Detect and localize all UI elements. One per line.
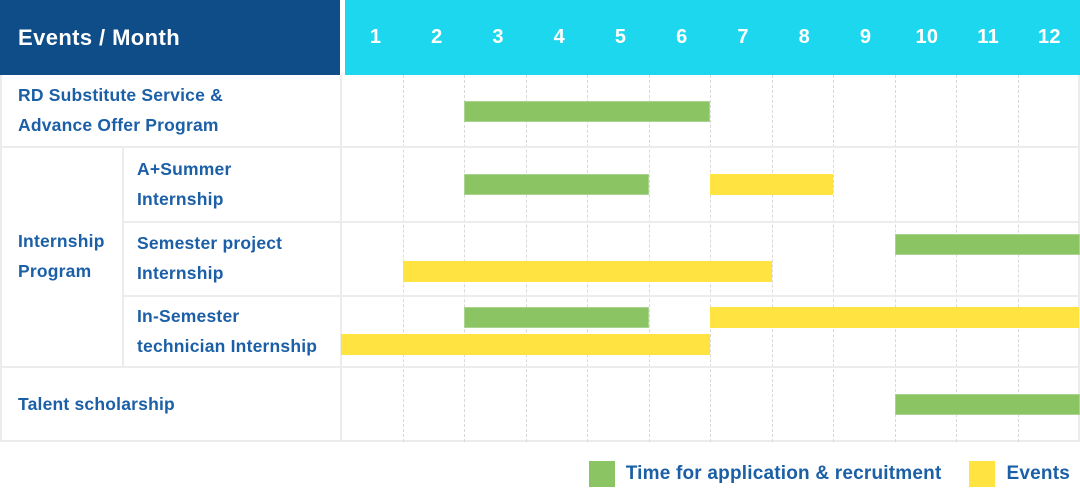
group-sublabel-divider [122,147,124,367]
gridline-month-11 [956,75,957,442]
row-label-in-semester-technician-internship: In-Semester technician Internship [137,305,318,356]
gridline-month-8 [772,75,773,442]
legend-events-label: Events [1006,463,1070,484]
month-header-5: 5 [614,26,627,48]
legend-item-application: Time for application & recruitment [588,461,942,487]
month-header-12: 12 [1037,26,1061,48]
row-label-rd-substitute: RD Substitute Service & Advance Offer Pr… [18,85,223,135]
row-label-a-plus-summer-internship: A+Summer Internship [137,158,232,209]
gantt-bar-application [895,394,1080,415]
gantt-bar-event [710,174,833,195]
month-header-8: 8 [798,26,811,48]
gantt-bar-application [464,174,649,195]
gantt-bar-application [895,234,1080,255]
month-header-9: 9 [859,26,872,48]
group-label-internship-program: Internship Program [18,231,105,281]
row-divider [122,295,1080,297]
row-label-semester-project-internship: Semester project Internship [137,233,283,283]
gridline-month-2 [403,75,404,442]
gridline-month-7 [710,75,711,442]
label-grid-divider [340,75,342,442]
gridline-month-12 [1018,75,1019,442]
month-header-11: 11 [977,26,999,48]
gantt-bar-application [464,101,710,122]
legend-application-label: Time for application & recruitment [625,463,942,484]
legend-item-events: Events [969,461,1070,487]
gridline-month-9 [833,75,834,442]
month-header-1: 1 [369,26,382,48]
month-header-3: 3 [492,26,504,48]
gantt-bar-event [341,334,710,355]
row-divider [0,146,1080,148]
row-divider [0,366,1080,368]
month-header-10: 10 [915,26,939,48]
month-header-4: 4 [553,26,566,48]
gantt-bar-event [403,261,772,282]
month-header-6: 6 [676,26,688,48]
header-title: Events / Month [18,24,181,50]
gridline-month-10 [895,75,896,442]
header-events-month-cell: Events / Month [0,0,340,75]
legend-yellow-swatch-icon [969,461,996,487]
gridline-month-4 [526,75,527,442]
legend-green-swatch-icon [588,461,615,487]
row-divider [122,221,1080,223]
gridline-month-3 [464,75,465,442]
gridline-month-5 [587,75,588,442]
row-label-talent-scholarship: Talent scholarship [18,393,175,414]
month-header-7: 7 [737,26,749,48]
legend: Time for application & recruitment Event… [588,461,1070,487]
gantt-bar-event [710,307,1079,328]
gridline-month-6 [649,75,650,442]
month-header-row: 1 2 3 4 5 6 7 8 9 10 11 12 [345,0,1080,75]
gantt-bar-application [464,307,649,328]
month-header-2: 2 [431,26,443,48]
